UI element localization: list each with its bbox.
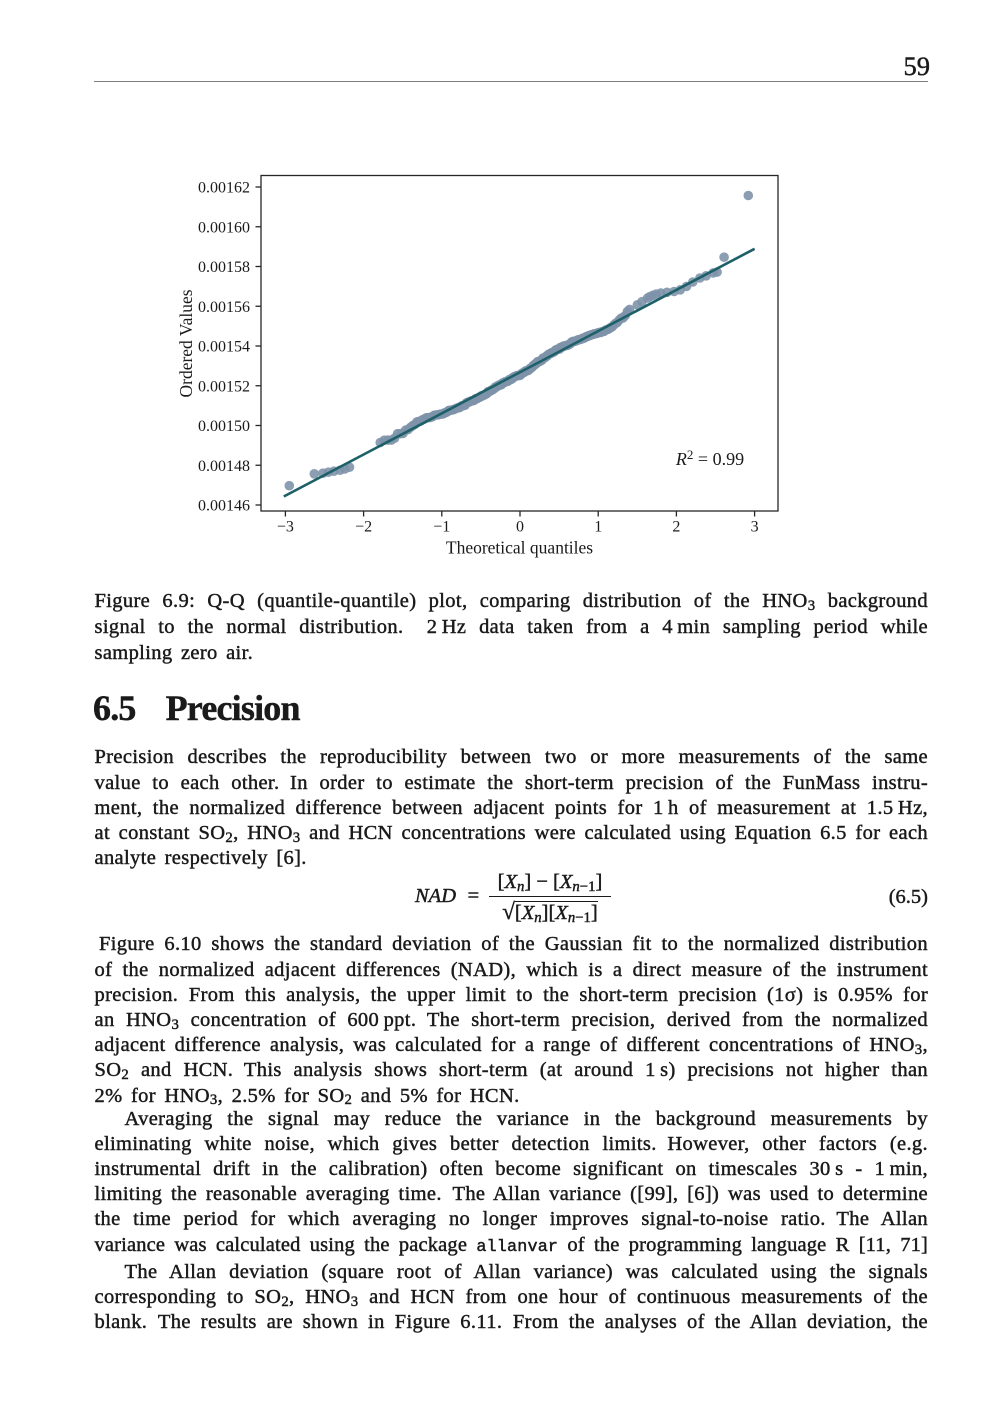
svg-text:−3: −3 — [277, 519, 294, 536]
svg-text:−2: −2 — [355, 519, 372, 536]
svg-text:Theoretical quantiles: Theoretical quantiles — [446, 538, 593, 558]
svg-text:0.00162: 0.00162 — [198, 180, 250, 197]
svg-text:0.00154: 0.00154 — [198, 339, 250, 356]
svg-text:1: 1 — [594, 519, 602, 536]
svg-text:−1: −1 — [433, 519, 450, 536]
svg-text:0.00150: 0.00150 — [198, 418, 250, 435]
svg-text:3: 3 — [751, 519, 759, 536]
svg-text:0.00152: 0.00152 — [198, 378, 250, 395]
svg-text:0.00158: 0.00158 — [198, 259, 250, 276]
svg-text:0.00148: 0.00148 — [198, 458, 250, 475]
svg-text:0: 0 — [516, 519, 524, 536]
svg-text:R2 = 0.99: R2 = 0.99 — [675, 447, 744, 469]
svg-text:0.00146: 0.00146 — [198, 498, 250, 515]
svg-text:0.00160: 0.00160 — [198, 219, 250, 236]
svg-text:Ordered Values: Ordered Values — [176, 289, 196, 397]
svg-text:0.00156: 0.00156 — [198, 299, 250, 316]
svg-text:2: 2 — [672, 519, 680, 536]
